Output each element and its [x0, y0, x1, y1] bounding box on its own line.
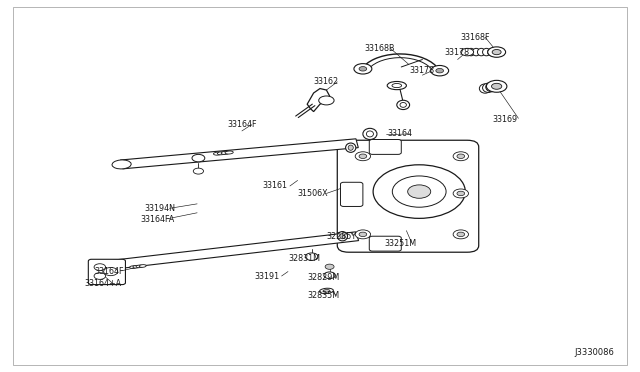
Ellipse shape — [346, 143, 356, 153]
Ellipse shape — [337, 231, 348, 241]
Circle shape — [457, 232, 465, 237]
Ellipse shape — [489, 81, 500, 91]
Ellipse shape — [112, 160, 131, 169]
Circle shape — [457, 191, 465, 196]
Text: 33178: 33178 — [445, 48, 470, 57]
Text: 33194N: 33194N — [144, 204, 175, 213]
Ellipse shape — [348, 145, 353, 150]
Text: 33161: 33161 — [262, 182, 287, 190]
Circle shape — [486, 80, 507, 92]
Circle shape — [305, 253, 318, 260]
Ellipse shape — [363, 128, 377, 140]
Circle shape — [359, 232, 367, 237]
Circle shape — [453, 189, 468, 198]
Ellipse shape — [323, 289, 330, 292]
Circle shape — [492, 83, 502, 89]
Text: 33162: 33162 — [314, 77, 339, 86]
Ellipse shape — [483, 48, 490, 56]
Ellipse shape — [477, 48, 485, 56]
Text: 32831M: 32831M — [288, 254, 320, 263]
Ellipse shape — [140, 264, 146, 267]
Ellipse shape — [319, 288, 333, 294]
FancyBboxPatch shape — [369, 236, 401, 251]
Ellipse shape — [93, 262, 112, 270]
Text: J3330086: J3330086 — [575, 348, 614, 357]
Text: 33191: 33191 — [255, 272, 280, 280]
Circle shape — [104, 267, 118, 276]
Circle shape — [392, 176, 446, 207]
Ellipse shape — [136, 265, 143, 268]
Circle shape — [355, 230, 371, 239]
FancyBboxPatch shape — [340, 182, 363, 206]
Ellipse shape — [133, 265, 140, 268]
Text: 31506X: 31506X — [298, 189, 328, 198]
Text: 33168F: 33168F — [461, 33, 490, 42]
Circle shape — [436, 68, 444, 73]
Ellipse shape — [392, 83, 402, 87]
Ellipse shape — [400, 102, 406, 107]
FancyBboxPatch shape — [13, 7, 627, 365]
Ellipse shape — [218, 152, 225, 155]
Ellipse shape — [366, 131, 373, 137]
Circle shape — [453, 230, 468, 239]
Ellipse shape — [479, 84, 491, 93]
Text: 32835M: 32835M — [307, 291, 339, 300]
Circle shape — [488, 47, 506, 57]
Text: 32829M: 32829M — [307, 273, 339, 282]
Circle shape — [453, 152, 468, 161]
Polygon shape — [307, 89, 330, 112]
Circle shape — [492, 49, 501, 55]
Circle shape — [325, 264, 334, 269]
Text: 33164F: 33164F — [227, 120, 257, 129]
Text: 33164+A: 33164+A — [84, 279, 122, 288]
Circle shape — [355, 152, 371, 161]
FancyBboxPatch shape — [337, 140, 479, 252]
Circle shape — [408, 185, 431, 198]
Circle shape — [431, 65, 449, 76]
Polygon shape — [120, 139, 358, 169]
Ellipse shape — [130, 266, 136, 269]
Circle shape — [94, 273, 106, 279]
Circle shape — [461, 48, 474, 56]
Circle shape — [319, 96, 334, 105]
Circle shape — [359, 67, 367, 71]
Text: 33251M: 33251M — [384, 239, 416, 248]
Ellipse shape — [225, 151, 233, 154]
Ellipse shape — [340, 234, 345, 239]
Circle shape — [359, 154, 367, 158]
Text: 33164: 33164 — [387, 129, 412, 138]
Text: 33168B: 33168B — [365, 44, 396, 53]
Circle shape — [373, 165, 465, 218]
Circle shape — [193, 168, 204, 174]
Text: 33164F: 33164F — [95, 267, 124, 276]
Ellipse shape — [221, 151, 229, 154]
Text: 33164FA: 33164FA — [141, 215, 175, 224]
Ellipse shape — [467, 48, 475, 56]
Ellipse shape — [486, 83, 497, 92]
Circle shape — [94, 264, 106, 270]
Text: 32285Y: 32285Y — [326, 232, 356, 241]
Ellipse shape — [387, 81, 406, 90]
Text: 33178: 33178 — [410, 66, 435, 75]
Ellipse shape — [472, 48, 480, 56]
Circle shape — [324, 272, 335, 279]
Ellipse shape — [214, 152, 221, 155]
Circle shape — [192, 154, 205, 162]
Circle shape — [457, 154, 465, 158]
Circle shape — [354, 64, 372, 74]
Ellipse shape — [483, 83, 494, 92]
FancyBboxPatch shape — [88, 259, 125, 285]
Ellipse shape — [488, 48, 495, 56]
FancyBboxPatch shape — [369, 140, 401, 154]
Ellipse shape — [397, 100, 410, 109]
Polygon shape — [101, 232, 358, 270]
Text: 33169: 33169 — [493, 115, 518, 124]
